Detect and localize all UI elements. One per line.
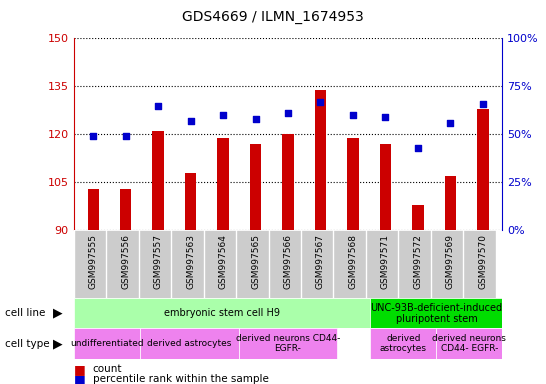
Bar [315,89,326,230]
Bar [152,131,164,230]
Bar [120,189,132,230]
Text: cell line: cell line [5,308,46,318]
Point [446,120,455,126]
Bar [185,173,196,230]
Text: GSM997569: GSM997569 [446,234,455,289]
Text: derived neurons CD44-
EGFR-: derived neurons CD44- EGFR- [236,334,340,353]
Point [413,145,422,151]
Bar [282,134,294,230]
Point [186,118,195,124]
Text: GSM997565: GSM997565 [251,234,260,289]
Text: ■: ■ [74,363,86,376]
Point [89,133,98,139]
Text: derived
astrocytes: derived astrocytes [380,334,427,353]
Bar [370,328,436,359]
Text: GSM997557: GSM997557 [153,234,163,289]
Bar [250,144,261,230]
Text: derived neurons
CD44- EGFR-: derived neurons CD44- EGFR- [432,334,506,353]
Point [381,114,390,120]
Bar [412,205,424,230]
Bar [347,137,359,230]
Point [219,112,228,118]
Text: cell type: cell type [5,339,50,349]
Bar [87,189,99,230]
Text: ▶: ▶ [52,307,62,320]
Bar [436,328,502,359]
Text: GSM997555: GSM997555 [88,234,98,289]
Bar [239,328,337,359]
Text: GSM997568: GSM997568 [348,234,358,289]
Text: GSM997567: GSM997567 [316,234,325,289]
Text: GSM997556: GSM997556 [121,234,130,289]
Text: GSM997572: GSM997572 [413,234,423,289]
Point [251,116,260,122]
Text: GSM997563: GSM997563 [186,234,195,289]
Bar [217,137,229,230]
Text: ■: ■ [74,373,86,384]
Text: GSM997564: GSM997564 [218,234,228,289]
Text: ▶: ▶ [52,337,62,350]
Point [284,110,293,116]
Bar [380,144,391,230]
Bar [477,109,489,230]
Text: undifferentiated: undifferentiated [70,339,144,348]
Point [154,103,163,109]
Text: percentile rank within the sample: percentile rank within the sample [93,374,269,384]
Text: GSM997566: GSM997566 [283,234,293,289]
Point [121,133,130,139]
Text: count: count [93,364,122,374]
Text: GSM997570: GSM997570 [478,234,488,289]
Bar [74,298,370,328]
Text: UNC-93B-deficient-induced
pluripotent stem: UNC-93B-deficient-induced pluripotent st… [370,303,502,324]
Bar [444,176,456,230]
Bar [370,298,502,328]
Text: GDS4669 / ILMN_1674953: GDS4669 / ILMN_1674953 [182,10,364,23]
Bar [140,328,239,359]
Text: GSM997571: GSM997571 [381,234,390,289]
Text: embryonic stem cell H9: embryonic stem cell H9 [164,308,280,318]
Bar [74,328,140,359]
Point [316,99,325,105]
Point [348,112,357,118]
Point [478,101,487,107]
Text: derived astrocytes: derived astrocytes [147,339,232,348]
